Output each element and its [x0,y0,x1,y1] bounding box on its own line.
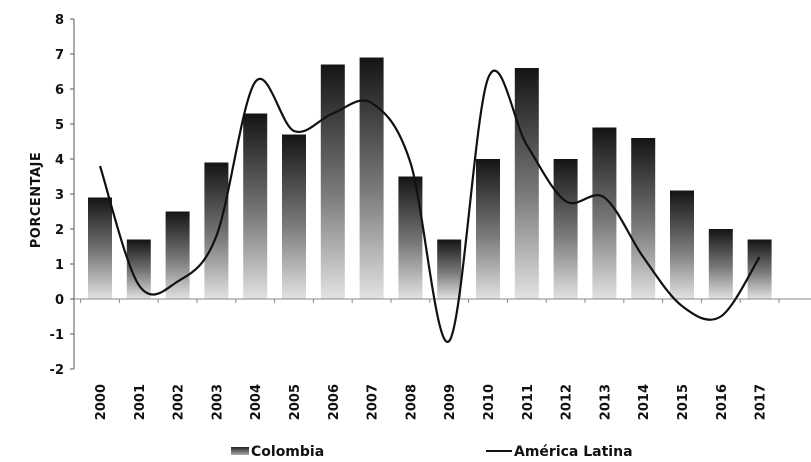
x-axis-labels: 2000 2001 2002 2003 2004 2005 2006 2007 2008 2009… [94,384,769,420]
x-tick-label-2011: 2011 [521,384,536,420]
line-america-latina [98,69,761,343]
bar-colombia-2005 [282,134,306,299]
bar-colombia-2003 [204,162,229,299]
y-tick-label: -2 [50,363,64,378]
bar-colombia-2011 [514,68,539,299]
x-tick-label-2016: 2016 [715,384,730,420]
y-tick-label: -1 [50,328,64,343]
bar-colombia-2004 [243,113,268,299]
x-tick-label-2014: 2014 [637,384,652,420]
y-axis-title: PORCENTAJE [29,152,44,249]
line-series [98,69,761,343]
x-tick-label-2006: 2006 [327,384,342,420]
bar-colombia-2016 [708,229,733,299]
y-tick-label: 1 [55,258,64,273]
x-tick-label-2010: 2010 [482,384,497,420]
bar-colombia-2010 [476,159,500,299]
legend-label-america-latina: América Latina [514,444,633,460]
x-tick-label-2008: 2008 [404,384,419,420]
bar-colombia-2006 [320,64,345,299]
y-tick-label: 5 [55,118,64,133]
y-tick-label: 8 [55,13,64,28]
bar-colombia-2002 [165,211,190,299]
x-tick-label-2000: 2000 [94,384,109,420]
bar-colombia-2012 [553,159,578,299]
y-tick-label: 6 [55,83,64,98]
x-tick-label-2002: 2002 [172,384,187,420]
x-tick-label-2017: 2017 [754,384,769,420]
x-tick-label-2005: 2005 [288,384,303,420]
bar-colombia-2008 [398,176,423,299]
legend: Colombia América Latina [231,444,633,460]
bar-colombia-2013 [592,127,617,299]
bar-colombia-2015 [670,190,694,299]
bar-colombia-2017 [747,239,772,299]
y-tick-label: 2 [55,223,64,238]
x-axis [74,298,811,303]
bar-colombia-2000 [88,197,112,299]
legend-label-colombia: Colombia [251,444,324,460]
bars [88,57,772,299]
x-tick-label-2013: 2013 [598,384,613,420]
y-tick-label: 7 [55,48,64,63]
y-axis: 8 7 6 5 4 3 2 1 0 -1 -2 [50,13,75,378]
x-tick-label-2003: 2003 [210,384,225,420]
bar-colombia-2007 [359,57,384,299]
bar-colombia-2009 [437,239,462,299]
y-tick-label: 4 [55,153,64,168]
x-tick-label-2007: 2007 [366,384,381,420]
y-tick-label: 3 [55,188,64,203]
x-tick-label-2001: 2001 [133,384,148,420]
x-tick-label-2004: 2004 [249,384,264,420]
x-tick-label-2012: 2012 [560,384,575,420]
x-tick-label-2009: 2009 [443,384,458,420]
bar-colombia-2014 [631,138,656,299]
x-tick-label-2015: 2015 [676,384,691,420]
y-tick-label: 0 [55,293,64,308]
legend-swatch-colombia [231,447,249,455]
